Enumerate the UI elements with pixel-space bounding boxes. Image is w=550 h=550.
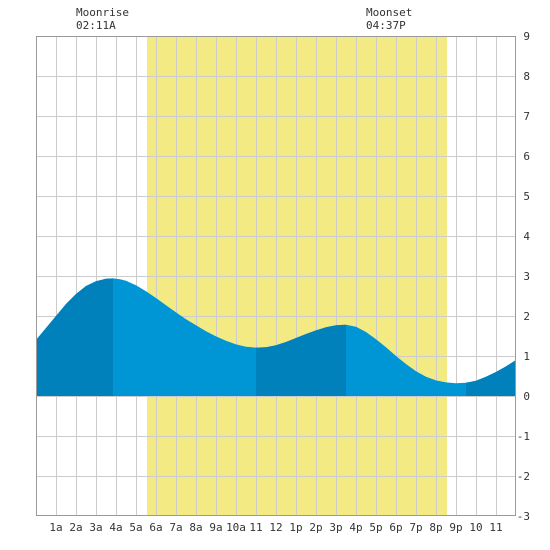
moonset-title: Moonset (366, 6, 413, 19)
x-tick-label: 7a (169, 521, 182, 534)
y-tick-label: -3 (517, 510, 530, 523)
x-tick-label: 1p (289, 521, 302, 534)
x-tick-label: 8p (429, 521, 442, 534)
x-tick-label: 9p (449, 521, 462, 534)
x-tick-label: 3p (329, 521, 342, 534)
y-tick-label: 8 (523, 70, 530, 83)
x-tick-label: 8a (189, 521, 202, 534)
moonrise-time: 02:11A (76, 19, 116, 32)
y-tick-label: 0 (523, 390, 530, 403)
x-tick-label: 3a (89, 521, 102, 534)
y-tick-label: -2 (517, 470, 530, 483)
y-tick-label: 4 (523, 230, 530, 243)
tide-area (36, 278, 516, 396)
x-tick-label: 9a (209, 521, 222, 534)
y-tick-label: 2 (523, 310, 530, 323)
grid-layer (36, 36, 516, 516)
x-tick-label: 6p (389, 521, 402, 534)
y-tick-labels: -3 -2 -1 0 1 2 3 4 5 6 7 8 9 (517, 30, 531, 523)
x-tick-label: 12 (269, 521, 282, 534)
y-tick-label: 3 (523, 270, 530, 283)
x-tick-label: 4p (349, 521, 362, 534)
x-tick-label: 5p (369, 521, 382, 534)
y-tick-label: 9 (523, 30, 530, 43)
moonset-label: Moonset 04:37P (366, 6, 412, 32)
frame-layer (36, 36, 516, 516)
moonrise-label: Moonrise 02:11A (76, 6, 129, 32)
y-tick-label: -1 (517, 430, 530, 443)
y-tick-label: 7 (523, 110, 530, 123)
x-tick-label: 2a (69, 521, 82, 534)
chart-frame (36, 36, 516, 516)
x-tick-label: 7p (409, 521, 422, 534)
y-tick-label: 6 (523, 150, 530, 163)
x-tick-label: 5a (129, 521, 142, 534)
moonrise-title: Moonrise (76, 6, 129, 19)
x-tick-label: 4a (109, 521, 122, 534)
x-tick-label: 11 (249, 521, 262, 534)
x-tick-label: 10 (469, 521, 482, 534)
x-tick-label: 6a (149, 521, 162, 534)
moonset-time: 04:37P (366, 19, 406, 32)
y-tick-label: 1 (523, 350, 530, 363)
y-tick-label: 5 (523, 190, 530, 203)
x-tick-label: 2p (309, 521, 322, 534)
x-tick-labels: 1a 2a 3a 4a 5a 6a 7a 8a 9a 10a 11 12 1p 2p 3p 4p 5p 6p 7p 8… (49, 521, 502, 534)
x-tick-label: 11 (489, 521, 502, 534)
x-tick-label: 1a (49, 521, 62, 534)
x-tick-label: 10a (226, 521, 246, 534)
